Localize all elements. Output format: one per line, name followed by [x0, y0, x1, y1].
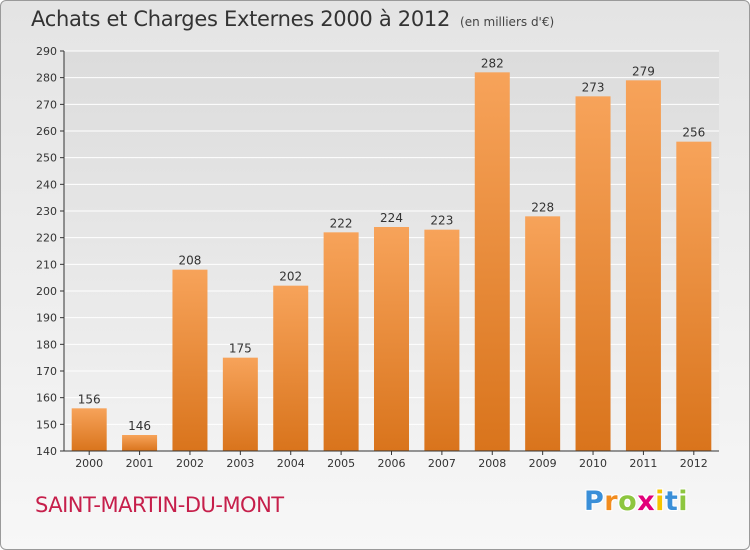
x-tick-label: 2008	[478, 457, 506, 470]
x-tick-label: 2004	[277, 457, 305, 470]
x-tick-label: 2012	[680, 457, 708, 470]
bar	[676, 141, 712, 451]
data-label: 224	[380, 211, 403, 225]
bar	[575, 96, 611, 451]
x-tick-label: 2010	[579, 457, 607, 470]
x-tick-label: 2002	[176, 457, 204, 470]
y-tick-label: 190	[36, 312, 57, 325]
data-label: 222	[330, 216, 353, 230]
proxiti-logo: Proxiti	[584, 486, 688, 517]
y-tick-label: 200	[36, 285, 57, 298]
y-tick-label: 290	[36, 45, 57, 58]
y-tick-label: 140	[36, 445, 57, 458]
logo-letter: x	[637, 486, 656, 517]
data-label: 146	[128, 419, 151, 433]
logo-letter: i	[678, 486, 689, 517]
y-tick-label: 230	[36, 205, 57, 218]
logo-letter: o	[618, 486, 638, 517]
x-tick-label: 2009	[529, 457, 557, 470]
bar	[525, 216, 561, 451]
y-tick-label: 150	[36, 418, 57, 431]
logo-letter: i	[655, 486, 665, 517]
y-tick-label: 270	[36, 98, 57, 111]
bar	[323, 232, 359, 451]
y-tick-label: 170	[36, 365, 57, 378]
x-tick-label: 2003	[226, 457, 254, 470]
x-tick-label: 2011	[629, 457, 657, 470]
y-tick-label: 250	[36, 152, 57, 165]
commune-name: SAINT-MARTIN-DU-MONT	[35, 493, 284, 517]
y-tick-label: 260	[36, 125, 57, 138]
data-label: 282	[481, 56, 504, 70]
bar	[625, 80, 661, 451]
data-label: 273	[582, 80, 605, 94]
x-tick-label: 2001	[126, 457, 154, 470]
logo-letter: r	[604, 486, 619, 517]
bar	[122, 435, 158, 451]
data-label: 223	[430, 214, 453, 228]
chart-title-text: Achats et Charges Externes 2000 à 2012	[31, 7, 451, 31]
chart-unit: (en milliers d'€)	[460, 15, 555, 29]
data-label: 175	[229, 342, 252, 356]
data-label: 256	[682, 126, 705, 140]
x-tick-label: 2000	[75, 457, 103, 470]
logo-letter: t	[664, 486, 679, 517]
y-tick-label: 210	[36, 258, 57, 271]
bar	[374, 227, 409, 451]
bar	[71, 408, 107, 451]
y-tick-label: 280	[36, 72, 57, 85]
x-tick-label: 2006	[378, 457, 406, 470]
logo-letter: P	[584, 486, 605, 517]
x-tick-label: 2007	[428, 457, 456, 470]
bar	[424, 229, 460, 451]
bar	[172, 269, 208, 451]
data-label: 279	[632, 64, 655, 78]
y-tick-label: 220	[36, 232, 57, 245]
chart-title: Achats et Charges Externes 2000 à 2012 (e…	[31, 7, 554, 31]
x-tick-label: 2005	[327, 457, 355, 470]
bar	[222, 357, 258, 451]
data-label: 208	[179, 254, 202, 268]
y-tick-label: 160	[36, 392, 57, 405]
data-label: 156	[78, 392, 101, 406]
bar	[474, 72, 510, 451]
data-label: 202	[279, 270, 302, 284]
data-label: 228	[531, 200, 554, 214]
bar	[273, 285, 309, 451]
y-tick-label: 180	[36, 338, 57, 351]
y-tick-label: 240	[36, 178, 57, 191]
